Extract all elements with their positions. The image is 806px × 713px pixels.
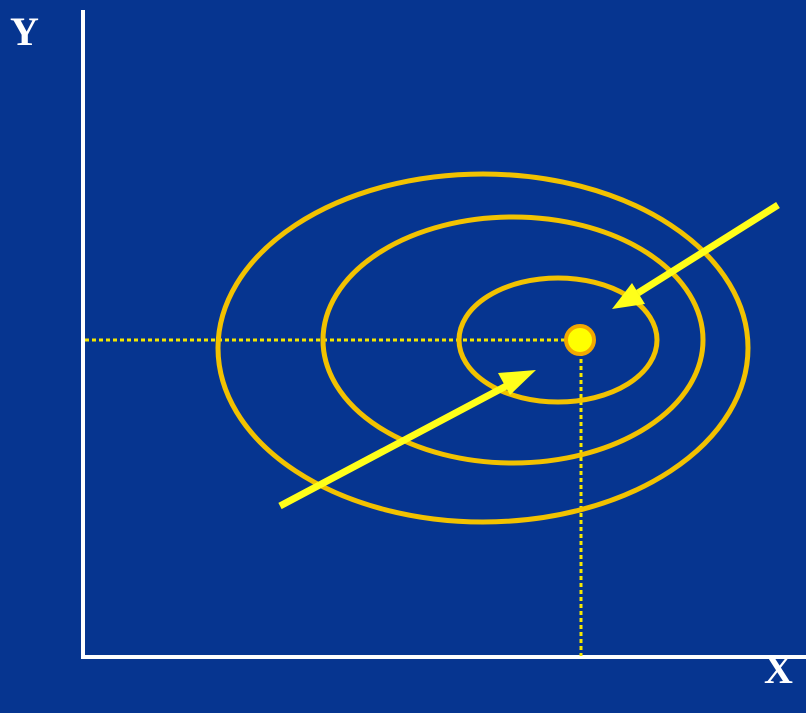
arrow-from-upper-right [612, 202, 780, 309]
arrowhead [612, 283, 645, 309]
contour-inner [456, 275, 660, 405]
arrow-shaft [278, 380, 512, 510]
optimum-point [564, 324, 596, 356]
y-axis-label: Y [10, 9, 39, 54]
arrow-from-lower-left [278, 370, 536, 510]
contour-outer [215, 171, 751, 525]
x-axis-label: X [764, 647, 793, 692]
arrow-shaft [636, 202, 780, 296]
arrowhead [498, 370, 536, 395]
contour-middle [320, 214, 706, 466]
